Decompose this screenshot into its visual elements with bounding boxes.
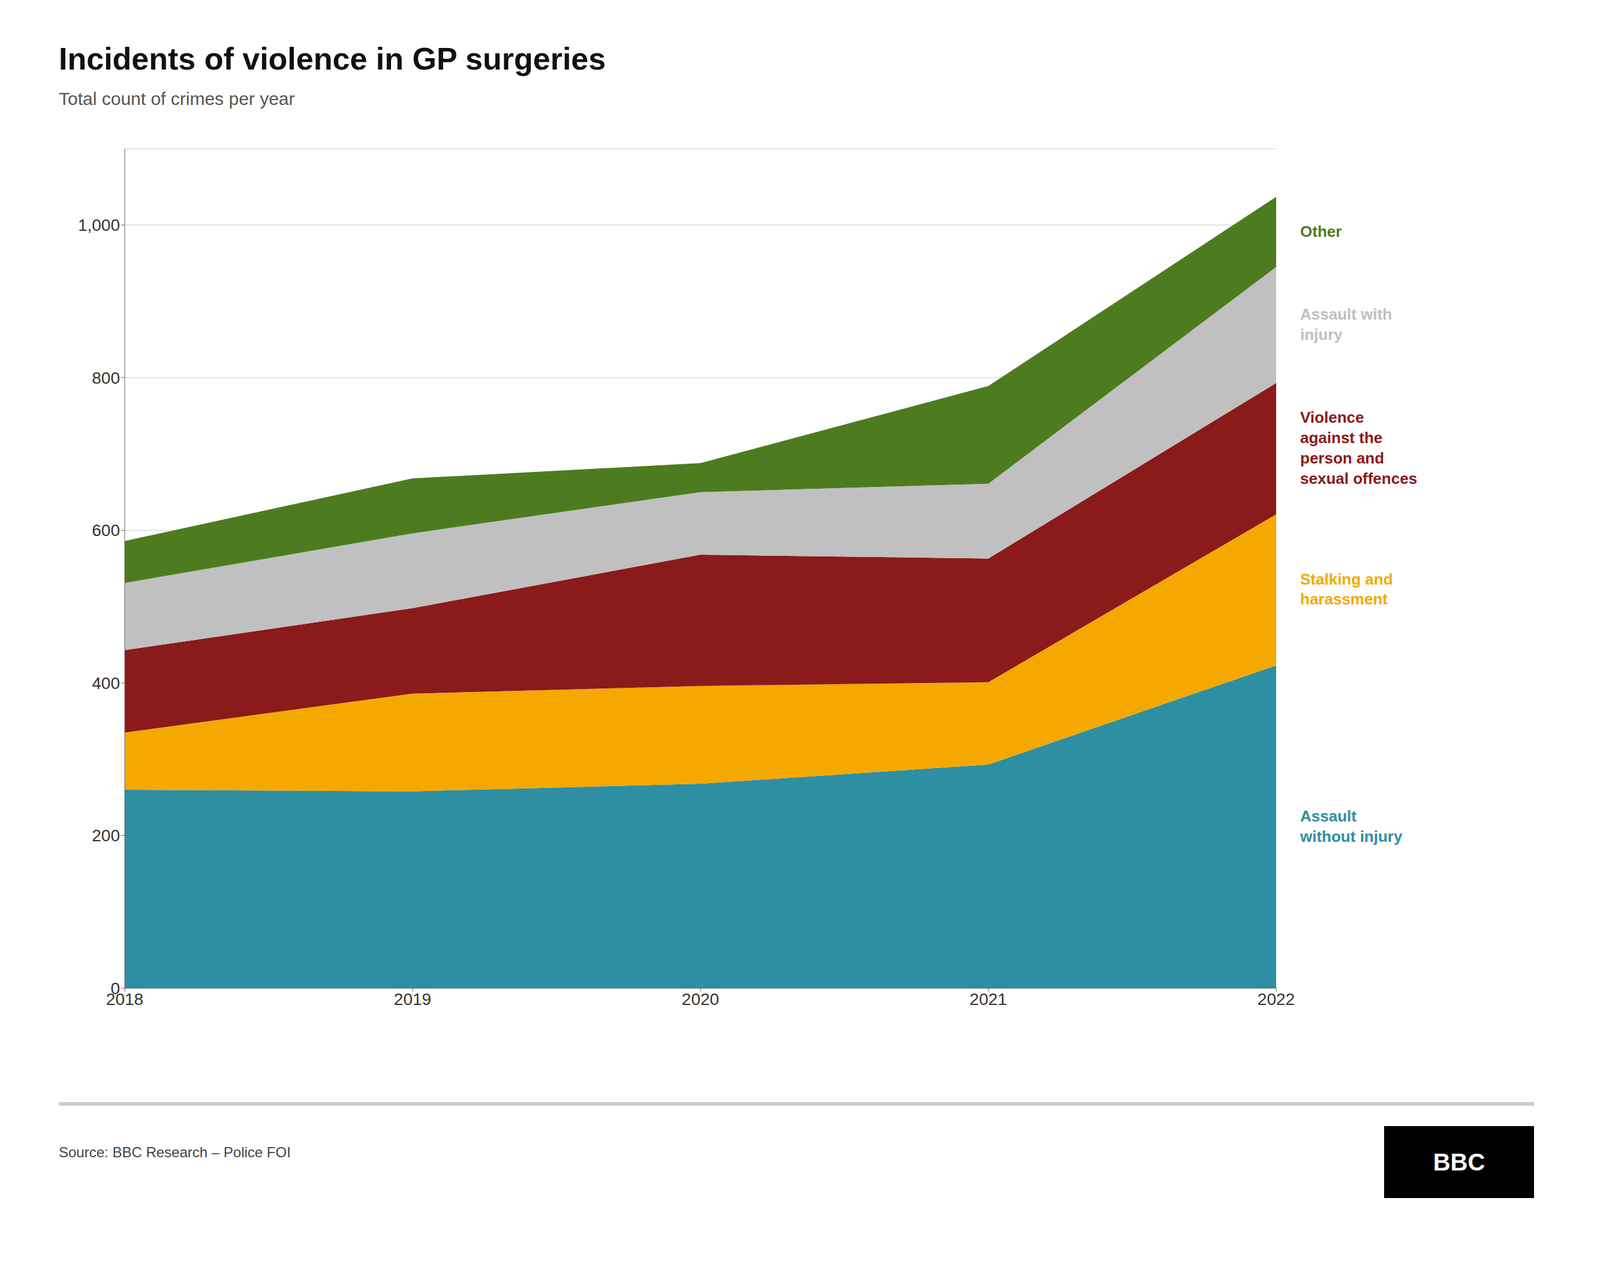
svg-text:2019: 2019: [394, 990, 432, 1009]
svg-text:600: 600: [91, 521, 120, 540]
svg-text:1,000: 1,000: [77, 215, 120, 235]
html-text:Stalking and harassment: Stalking and harassment: [1300, 570, 1393, 609]
html-text:Violence against the person an: Violence against the person and sexual o…: [1300, 408, 1418, 488]
svg-text:0: 0: [110, 979, 120, 998]
html-text:BBC: BBC: [1433, 1148, 1486, 1176]
svg-text:400: 400: [91, 674, 120, 693]
html-text:Incidents of violence in GP su: Incidents of violence in GP surgeries: [58, 41, 606, 77]
svg-text:2022: 2022: [1257, 990, 1295, 1009]
html-text:Assault with injury: Assault with injury: [1300, 305, 1392, 344]
svg-text:2021: 2021: [969, 990, 1007, 1009]
html-text:Other: Other: [1300, 222, 1342, 241]
svg-text:800: 800: [91, 368, 120, 388]
html-text:Total count of crimes per year: Total count of crimes per year: [58, 88, 295, 109]
svg-text:2020: 2020: [681, 990, 720, 1009]
svg-text:2018: 2018: [106, 990, 144, 1009]
html-text:Source: BBC Research – Police: Source: BBC Research – Police FOI: [58, 1144, 291, 1161]
svg-text:200: 200: [91, 826, 120, 845]
html-text:Assault without injury: Assault without injury: [1300, 807, 1403, 846]
